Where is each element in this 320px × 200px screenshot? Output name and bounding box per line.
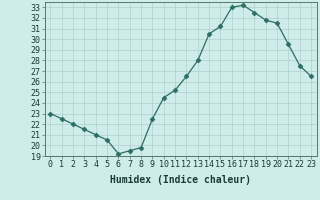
- X-axis label: Humidex (Indice chaleur): Humidex (Indice chaleur): [110, 175, 251, 185]
